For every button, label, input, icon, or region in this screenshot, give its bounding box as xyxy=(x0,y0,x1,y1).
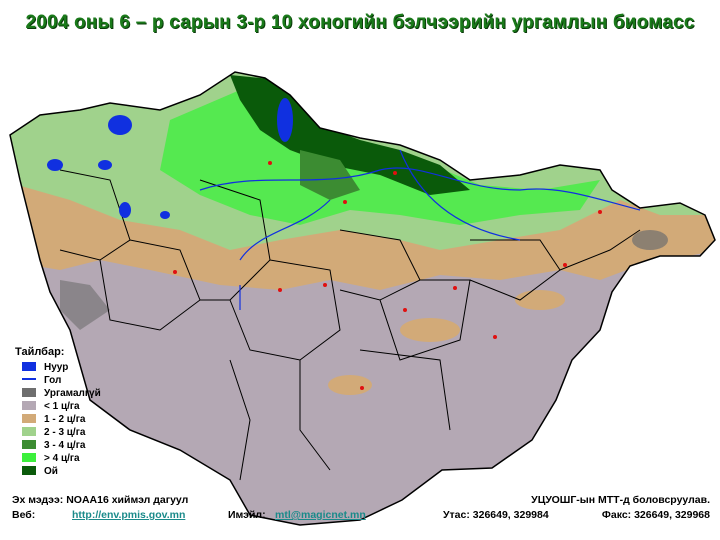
email-label: Имэйл: xyxy=(228,509,266,521)
legend: Тайлбар: Нуур Гол Ургамалгүй < 1 ц/га 1 - 2 … xyxy=(15,346,101,477)
map-body xyxy=(10,72,715,525)
legend-title: Тайлбар: xyxy=(15,346,64,358)
legend-label: Нуур xyxy=(44,362,68,373)
legend-swatch xyxy=(22,388,36,397)
source: Эх мэдээ: NOAA16 хиймэл дагуул xyxy=(12,494,189,506)
phone: Утас: 326649, 329984 xyxy=(443,509,549,521)
legend-swatch xyxy=(22,401,36,410)
legend-label: 3 - 4 ц/га xyxy=(44,440,86,451)
legend-label: Ургамалгүй xyxy=(44,388,101,399)
fax: Факс: 326649, 329968 xyxy=(601,509,710,521)
legend-label: Гол xyxy=(44,375,61,386)
legend-swatch xyxy=(22,414,36,423)
legend-label: 2 - 3 ц/га xyxy=(44,427,86,438)
towns xyxy=(173,161,602,390)
province-borders xyxy=(59,169,641,481)
legend-label: > 4 ц/га xyxy=(44,453,80,464)
email-link[interactable]: mtl@magicnet.mn xyxy=(275,509,366,521)
legend-label: < 1 ц/га xyxy=(44,401,80,412)
legend-swatch xyxy=(22,362,36,371)
legend-label: Ой xyxy=(44,466,58,477)
web-label: Веб: xyxy=(12,509,36,521)
legend-swatch xyxy=(22,440,36,449)
legend-swatch xyxy=(22,427,36,436)
legend-label: 1 - 2 ц/га xyxy=(44,414,86,425)
map-title: 2004 оны 6 – р сарын 3-р 10 хоногийн бэл… xyxy=(25,12,695,33)
rivers xyxy=(199,149,641,310)
country-border xyxy=(9,71,716,526)
legend-swatch xyxy=(22,466,36,475)
lakes xyxy=(47,98,293,219)
legend-swatch xyxy=(22,453,36,462)
credit: УЦУОШГ-ын МТТ-д боловсруулав. xyxy=(531,494,710,506)
web-link[interactable]: http://env.pmis.gov.mn xyxy=(72,509,186,521)
